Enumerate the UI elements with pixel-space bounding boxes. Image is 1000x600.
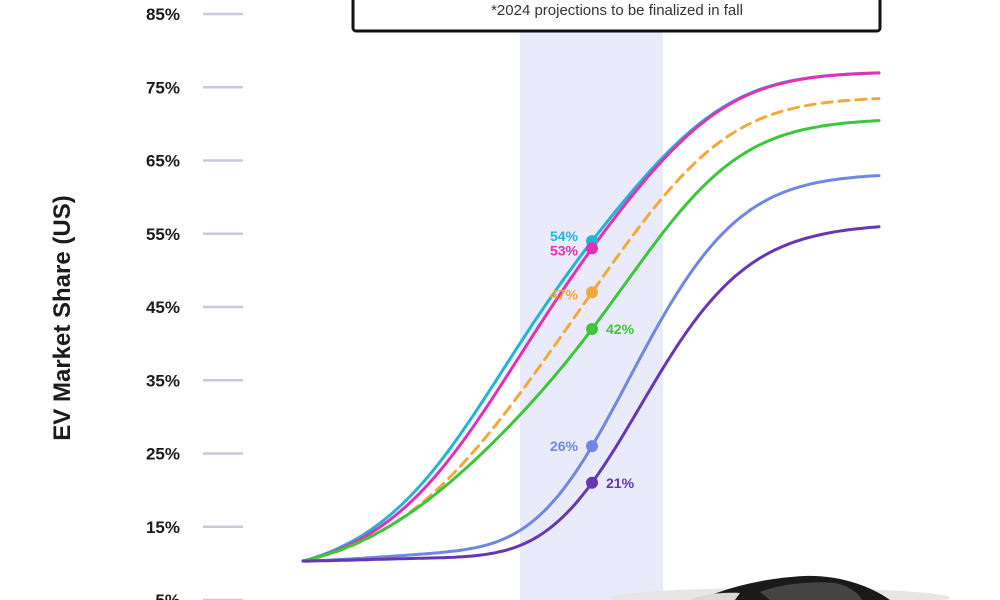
data-label-2: 53% <box>550 242 579 258</box>
data-label-6: 21% <box>606 475 635 491</box>
highlight-point-4 <box>586 322 598 335</box>
y-axis-label: EV Market Share (US) <box>49 195 76 440</box>
data-label-3: 47% <box>550 286 579 302</box>
data-label-4: 42% <box>606 321 635 337</box>
y-tick-label: 15% <box>146 518 180 537</box>
data-label-5: 26% <box>550 438 579 454</box>
y-tick-label: 55% <box>146 225 180 244</box>
car-hood <box>690 592 740 600</box>
data-label-1: 54% <box>550 228 579 244</box>
car-image <box>610 575 950 600</box>
highlight-points <box>586 235 598 489</box>
highlight-point-2 <box>586 242 598 255</box>
note-box-frame <box>351 0 882 33</box>
note-box: *2024 projections to be finalized in fal… <box>351 0 882 33</box>
y-tick-label: 5% <box>155 591 180 600</box>
highlight-point-5 <box>586 440 598 453</box>
data-labels: 54%53% 47% 42% 26% 21% <box>550 228 635 491</box>
highlight-point-3 <box>586 286 598 299</box>
y-tick-label: 75% <box>146 78 180 97</box>
y-tick-label: 45% <box>146 298 180 317</box>
car-window <box>760 582 862 600</box>
y-tick-label: 65% <box>146 152 180 171</box>
y-tick-label: 35% <box>146 371 180 390</box>
y-axis-ticks: 5% 15% 25% 35% 45% 55% 65% 75% 85% <box>146 5 243 600</box>
note-text: *2024 projections to be finalized in fal… <box>491 2 743 19</box>
y-tick-label: 25% <box>146 445 180 464</box>
y-tick-label: 85% <box>146 5 180 24</box>
highlight-point-6 <box>586 476 598 489</box>
